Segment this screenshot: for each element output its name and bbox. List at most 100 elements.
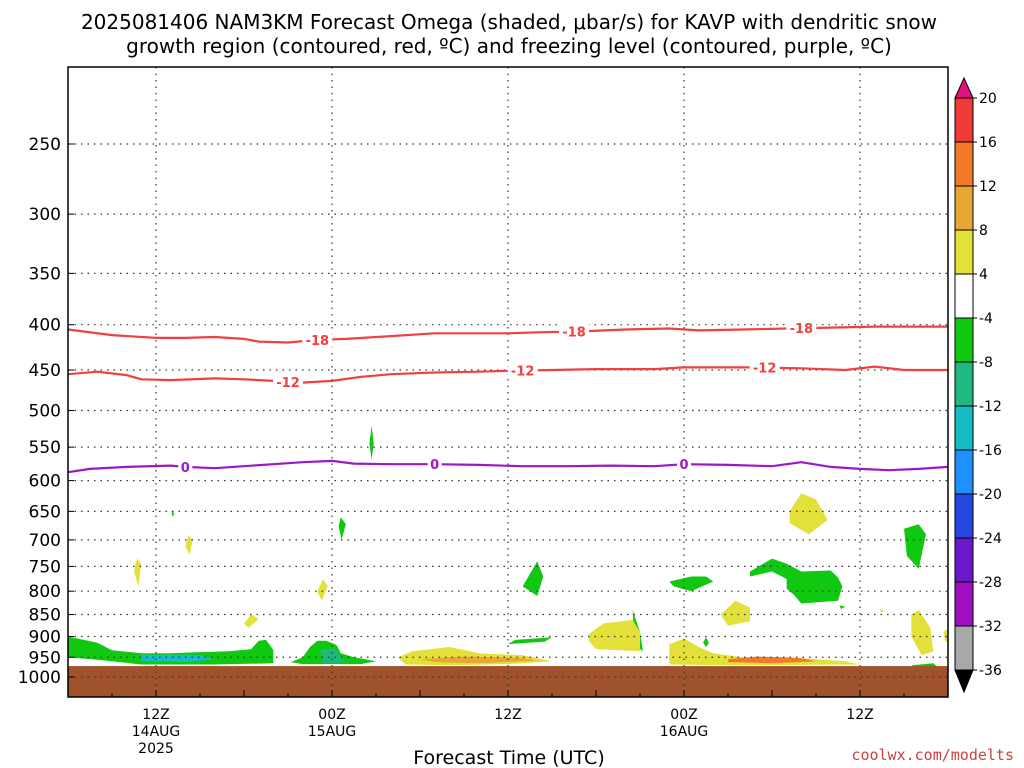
contour-label: 0	[430, 458, 439, 473]
omega-region	[508, 637, 552, 645]
y-tick-label: 300	[29, 205, 61, 225]
colorbar-bin	[954, 449, 974, 495]
omega-region	[420, 656, 538, 664]
y-tick-label: 950	[29, 648, 61, 668]
omega-region	[750, 558, 843, 604]
colorbar-bin	[954, 537, 974, 583]
y-tick-label: 250	[29, 135, 61, 155]
contour-label-background	[273, 373, 303, 390]
contour-label: -18	[562, 326, 586, 341]
colorbar-label: 16	[979, 135, 997, 151]
colorbar-bin	[954, 141, 974, 187]
colorbar-label: -8	[979, 355, 993, 371]
colorbar-label: -4	[979, 311, 993, 327]
y-tick-label: 500	[29, 402, 61, 422]
colorbar-bin	[954, 229, 974, 275]
x-axis-label: Forecast Time (UTC)	[413, 747, 604, 768]
contour-label-background	[559, 323, 589, 340]
omega-colorbar: 20 16 12 8 4 -4 -8 -12 -16 -20 -24 -28 -32 -36	[954, 76, 1002, 694]
y-tick-label: 900	[29, 627, 61, 647]
axes: 2503003504004505005506006507007508008509…	[18, 66, 949, 757]
x-tick-label: 12Z	[494, 707, 521, 723]
x-tick-label: 15AUG	[308, 724, 357, 740]
colorbar-bin	[954, 581, 974, 627]
colorbar-label: -12	[979, 399, 1002, 415]
omega-region	[911, 610, 934, 656]
omega-region	[369, 425, 374, 460]
colorbar-bin	[954, 97, 974, 143]
y-tick-label: 450	[29, 361, 61, 381]
omega-region	[904, 524, 926, 569]
omega-region	[720, 600, 750, 626]
omega-region	[943, 627, 948, 643]
colorbar-bin	[954, 273, 974, 319]
colorbar-label: -16	[979, 443, 1002, 459]
contour-label-background	[178, 458, 193, 475]
colorbar-label: 8	[979, 223, 988, 239]
colorbar-bin	[954, 405, 974, 451]
y-tick-label: 600	[29, 472, 61, 492]
plot-background	[68, 67, 948, 697]
x-tick-label: 12Z	[846, 707, 873, 723]
colorbar-label: -28	[979, 575, 1002, 591]
colorbar-bin	[954, 625, 974, 671]
omega-region	[789, 493, 828, 535]
x-tick-label: 16AUG	[660, 724, 709, 740]
x-tick-label: 14AUG	[132, 724, 181, 740]
omega-region	[244, 614, 259, 628]
x-tick-label: 2025	[138, 741, 174, 757]
omega-region	[320, 649, 347, 664]
omega-region	[68, 636, 274, 665]
omega-region	[703, 637, 709, 647]
x-tick-label: 00Z	[670, 707, 697, 723]
colorbar-label: 12	[979, 179, 997, 195]
omega-region	[317, 579, 328, 601]
colorbar-bin	[954, 317, 974, 363]
omega-region	[839, 605, 846, 609]
y-tick-label: 1000	[18, 668, 61, 688]
omega-region	[669, 638, 860, 666]
omega-region	[134, 558, 142, 587]
colorbar-label: 4	[979, 267, 988, 283]
omega-region	[171, 511, 175, 518]
contour-label-background	[677, 456, 691, 473]
contour-label-background	[427, 456, 442, 473]
contour-label: -18	[306, 334, 330, 349]
contour-label-background	[749, 359, 780, 376]
contour-label: -12	[511, 365, 535, 380]
colorbar-label: -36	[979, 663, 1002, 679]
contour-line	[68, 459, 948, 474]
source-credit: coolwx.com/modelts	[851, 746, 1014, 764]
chart-title-line-1: 2025081406 NAM3KM Forecast Omega (shaded…	[81, 10, 937, 34]
contour-label-background	[302, 331, 333, 348]
colorbar-label: -24	[979, 531, 1002, 547]
contour-label: 0	[679, 458, 688, 473]
omega-region	[338, 517, 346, 540]
y-tick-label: 700	[29, 531, 61, 551]
colorbar-bin	[954, 361, 974, 407]
contour-label: -12	[276, 376, 300, 391]
colorbar-bin	[954, 185, 974, 231]
contour-label-background	[786, 320, 817, 337]
y-tick-label: 800	[29, 582, 61, 602]
omega-region	[880, 609, 885, 613]
omega-region	[141, 654, 215, 663]
plot-area: -18 -18 -18 -12 -12 -12 0 0 0	[68, 67, 948, 697]
grid	[68, 67, 948, 697]
contour-label: 0	[181, 461, 190, 476]
chart-title-line-2: growth region (contoured, red, ºC) and f…	[126, 34, 892, 58]
omega-region	[522, 561, 544, 596]
y-tick-label: 400	[29, 316, 61, 336]
contours: -18 -18 -18 -12 -12 -12 0 0 0	[68, 320, 948, 476]
omega-region	[669, 576, 714, 592]
contour-label: -12	[753, 362, 777, 377]
contour-label-background	[507, 362, 538, 379]
contour-line	[68, 365, 948, 384]
colorbar-label: -20	[979, 487, 1002, 503]
y-tick-label: 650	[29, 502, 61, 522]
x-tick-label: 12Z	[142, 707, 169, 723]
omega-region	[588, 619, 640, 652]
colorbar-bottom-arrow	[954, 669, 974, 694]
colorbar-label: -32	[979, 619, 1002, 635]
